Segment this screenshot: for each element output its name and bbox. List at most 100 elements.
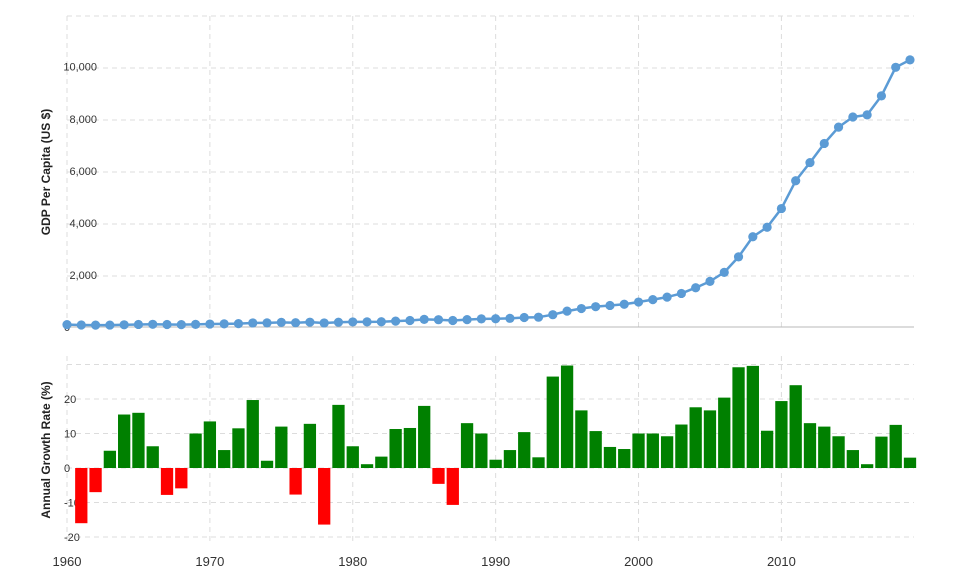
growth-bar-1968 (175, 468, 188, 489)
growth-bar-1974 (260, 460, 274, 468)
growth-bar-2005 (703, 410, 717, 468)
growth-bar-1961 (75, 468, 88, 524)
growth-bar-1985 (418, 405, 431, 468)
growth-bar-2014 (832, 436, 845, 468)
growth-bar-2012 (803, 423, 817, 468)
top-y-tick-label: 6,000 (69, 166, 97, 178)
gdp-point-1993[interactable] (533, 312, 544, 322)
gdp-point-1997[interactable] (591, 302, 601, 312)
growth-bar-1999 (618, 449, 631, 468)
growth-bar-2010 (775, 401, 788, 468)
gdp-point-2006[interactable] (719, 267, 729, 277)
gdp-point-2010[interactable] (776, 203, 787, 214)
gdp-point-1980[interactable] (348, 317, 358, 327)
gdp-point-2017[interactable] (876, 91, 887, 101)
gdp-point-1982[interactable] (376, 317, 386, 327)
gdp-point-1961[interactable] (76, 320, 86, 330)
gdp-point-2019[interactable] (905, 55, 915, 65)
gdp-point-2005[interactable] (705, 276, 715, 286)
gdp-point-1988[interactable] (462, 315, 472, 325)
gdp-point-1960[interactable] (62, 320, 72, 330)
gdp-point-1984[interactable] (405, 315, 415, 326)
growth-bar-2015 (846, 450, 859, 468)
growth-bar-2019 (903, 457, 917, 468)
gdp-point-1991[interactable] (505, 313, 515, 323)
gdp-point-2007[interactable] (733, 252, 744, 262)
gdp-point-2013[interactable] (819, 138, 829, 149)
growth-bar-1962 (89, 468, 102, 493)
growth-bar-2009 (760, 430, 774, 468)
x-tick-label: 1960 (53, 554, 82, 569)
gdp-point-1983[interactable] (391, 316, 401, 326)
gdp-point-1975[interactable] (276, 317, 286, 327)
gdp-line-series (62, 55, 915, 330)
gdp-point-2015[interactable] (848, 112, 858, 122)
growth-bar-1986 (432, 468, 445, 484)
gdp-point-1981[interactable] (362, 317, 372, 327)
x-tick-label: 2000 (624, 554, 653, 569)
gdp-point-2014[interactable] (833, 122, 844, 132)
gdp-point-1998[interactable] (605, 300, 615, 311)
gdp-point-2016[interactable] (862, 110, 872, 120)
gdp-point-1987[interactable] (448, 315, 458, 326)
gdp-point-1963[interactable] (105, 320, 115, 330)
gdp-point-1986[interactable] (433, 315, 444, 325)
growth-bar-2013 (818, 426, 831, 468)
gdp-point-1965[interactable] (133, 319, 144, 330)
growth-bar-2003 (675, 424, 688, 468)
gdp-point-1971[interactable] (219, 319, 229, 329)
gdp-point-1972[interactable] (233, 318, 244, 329)
growth-bar-1994 (546, 376, 559, 468)
growth-bar-2001 (646, 433, 659, 468)
gdp-point-1979[interactable] (333, 317, 344, 327)
growth-bar-1983 (389, 429, 402, 468)
gdp-point-2002[interactable] (662, 292, 672, 302)
growth-bar-1973 (246, 400, 259, 468)
growth-bar-1971 (218, 450, 231, 468)
gdp-point-2012[interactable] (805, 157, 815, 168)
gdp-point-1967[interactable] (162, 319, 172, 330)
gdp-point-1974[interactable] (262, 318, 272, 328)
growth-bar-1977 (303, 423, 317, 468)
gdp-point-1973[interactable] (248, 318, 258, 328)
gdp-point-2000[interactable] (633, 297, 644, 307)
top-y-tick-label: 4,000 (69, 218, 97, 230)
growth-bar-2002 (660, 436, 674, 468)
growth-bar-2000 (632, 433, 645, 468)
gdp-point-1968[interactable] (176, 320, 186, 330)
gdp-point-1976[interactable] (291, 318, 301, 328)
growth-bar-1982 (375, 456, 388, 468)
gdp-point-1990[interactable] (491, 314, 501, 324)
growth-bar-1978 (318, 468, 331, 525)
gdp-point-1964[interactable] (119, 320, 129, 330)
gdp-point-1978[interactable] (319, 318, 329, 328)
gdp-point-1996[interactable] (576, 303, 586, 314)
gdp-point-1966[interactable] (148, 319, 158, 329)
gdp-point-2008[interactable] (748, 232, 758, 242)
gdp-point-1977[interactable] (305, 317, 315, 327)
gdp-point-1995[interactable] (562, 306, 572, 316)
gdp-point-2003[interactable] (676, 288, 686, 299)
top-y-tick-label: 2,000 (69, 270, 97, 282)
growth-bar-2006 (718, 397, 731, 468)
gdp-point-2001[interactable] (648, 294, 658, 305)
gdp-point-2011[interactable] (791, 176, 801, 186)
top-y-tick-label: 8,000 (69, 114, 97, 126)
gdp-point-2009[interactable] (762, 222, 772, 232)
gdp-point-1962[interactable] (90, 320, 101, 330)
growth-bar-1966 (146, 446, 159, 468)
gdp-point-1989[interactable] (476, 314, 486, 324)
x-tick-label: 2010 (767, 554, 796, 569)
growth-bar-1992 (518, 432, 531, 468)
gdp-point-1969[interactable] (190, 319, 201, 329)
gdp-point-1994[interactable] (548, 310, 558, 320)
gdp-point-1985[interactable] (419, 314, 429, 324)
gdp-point-1970[interactable] (205, 319, 215, 329)
growth-bar-1988 (460, 423, 474, 468)
gdp-point-2004[interactable] (691, 283, 701, 293)
gdp-point-1992[interactable] (519, 312, 529, 323)
gdp-point-2018[interactable] (891, 62, 901, 72)
gdp-point-1999[interactable] (619, 299, 629, 309)
